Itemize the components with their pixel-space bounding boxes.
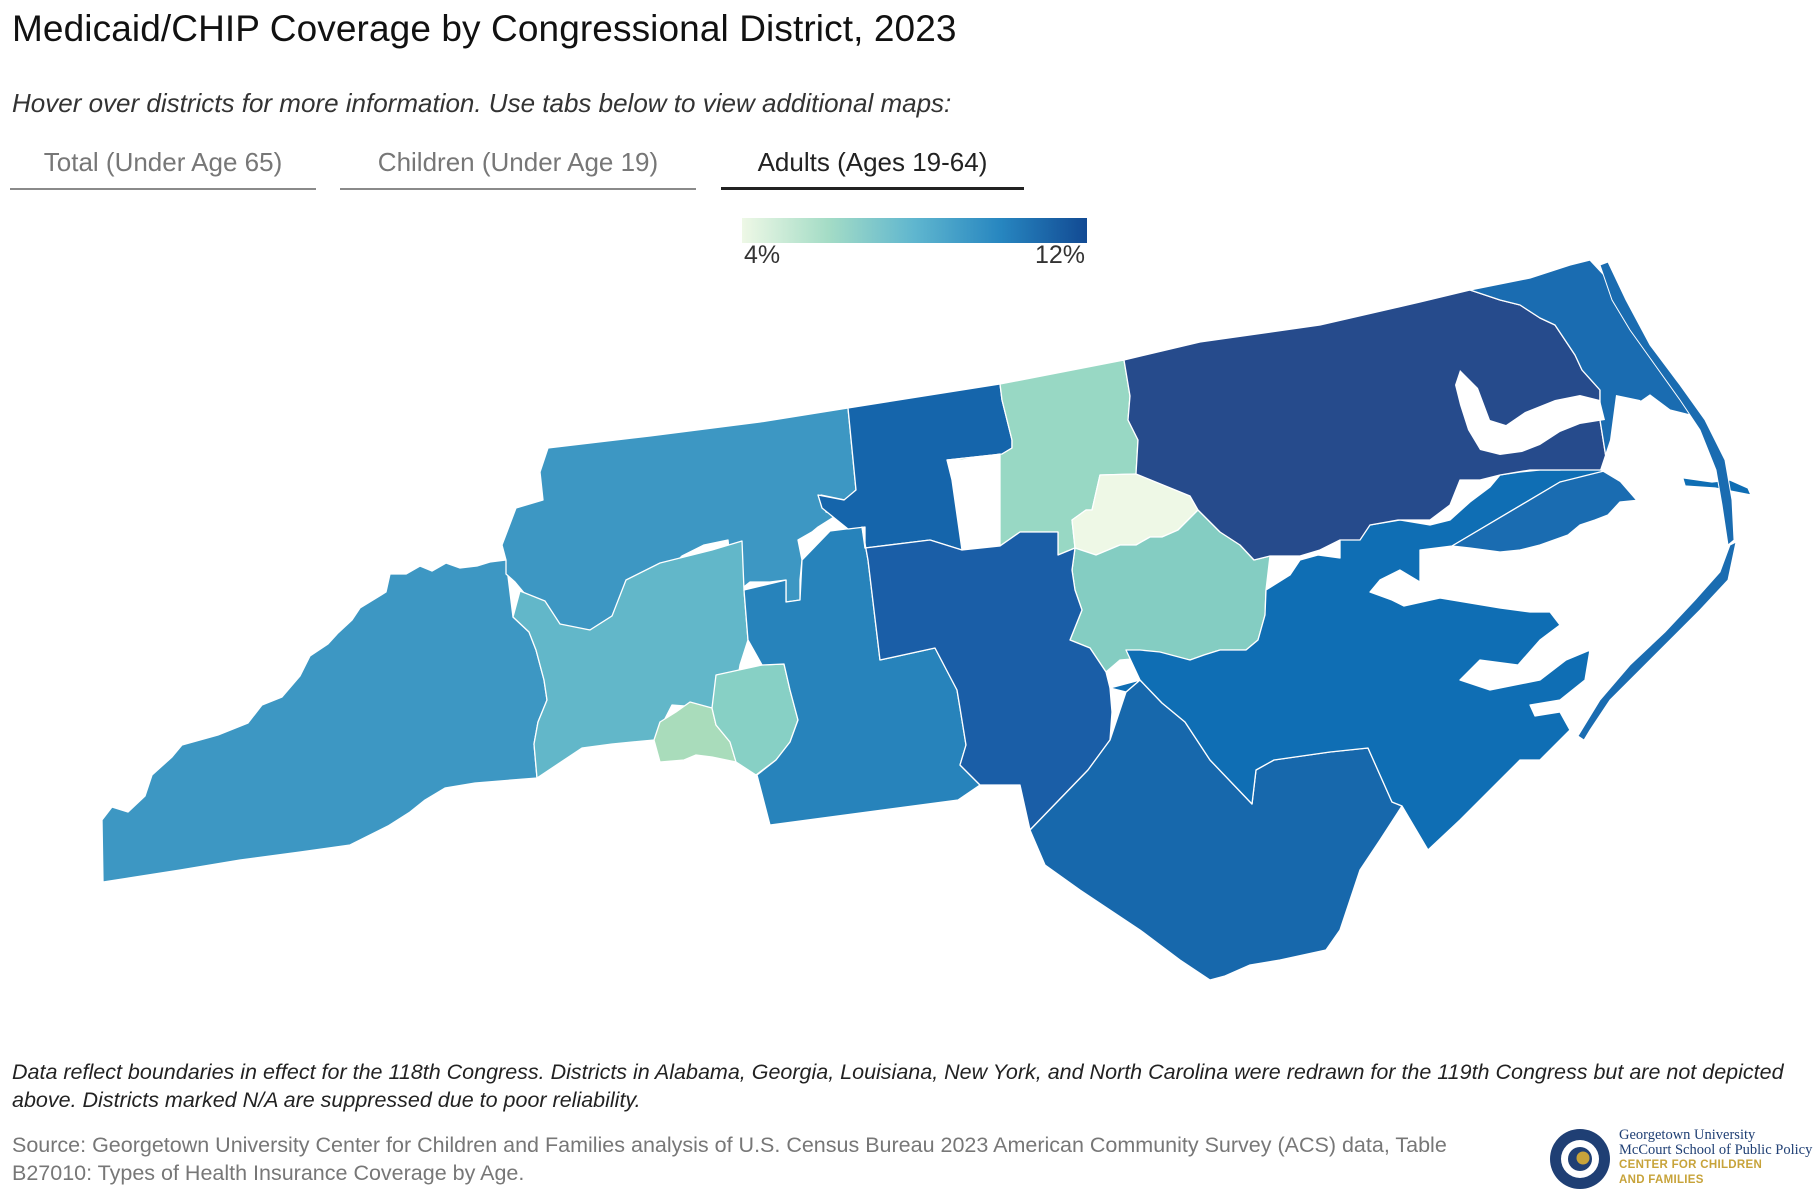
page-title: Medicaid/CHIP Coverage by Congressional … — [12, 8, 957, 49]
legend-max-label: 12% — [1034, 241, 1085, 269]
neuse-river-mouth — [1438, 548, 1575, 582]
outer-banks-north — [1599, 261, 1735, 546]
logo-text: Georgetown University McCourt School of … — [1619, 1128, 1812, 1188]
logo-center-line2: AND FAMILIES — [1619, 1174, 1704, 1186]
coastal-inlet — [1560, 615, 1605, 645]
source-note: Source: Georgetown University Center for… — [12, 1133, 1447, 1185]
logo-emblem-icon — [1550, 1129, 1610, 1189]
legend-min-label: 4% — [744, 241, 781, 269]
district-map — [101, 259, 1752, 981]
legend-gradient — [742, 218, 1087, 243]
georgetown-logo: Georgetown University McCourt School of … — [1547, 1124, 1817, 1194]
logo-school: McCourt School of Public Policy — [1619, 1142, 1813, 1158]
district-l[interactable] — [1109, 459, 1752, 851]
color-legend: 4% 12% — [742, 218, 1087, 270]
barrier-islands — [1577, 261, 1737, 741]
district-a[interactable] — [101, 559, 548, 883]
water-bodies — [1438, 370, 1716, 770]
footnote: Data reflect boundaries in effect for th… — [12, 1060, 1784, 1112]
subtitle: Hover over districts for more informatio… — [12, 88, 952, 118]
tab-adults[interactable]: Adults (Ages 19-64) — [721, 142, 1024, 190]
logo-university: Georgetown University — [1619, 1127, 1756, 1143]
tab-total[interactable]: Total (Under Age 65) — [10, 142, 316, 190]
outer-banks-south — [1577, 541, 1737, 741]
logo-center-line1: CENTER FOR CHILDREN — [1619, 1159, 1763, 1171]
district-j[interactable] — [861, 526, 1113, 831]
pamlico-sound — [1560, 395, 1716, 770]
albemarle-sound — [1455, 370, 1605, 455]
tab-children[interactable]: Children (Under Age 19) — [340, 142, 696, 190]
